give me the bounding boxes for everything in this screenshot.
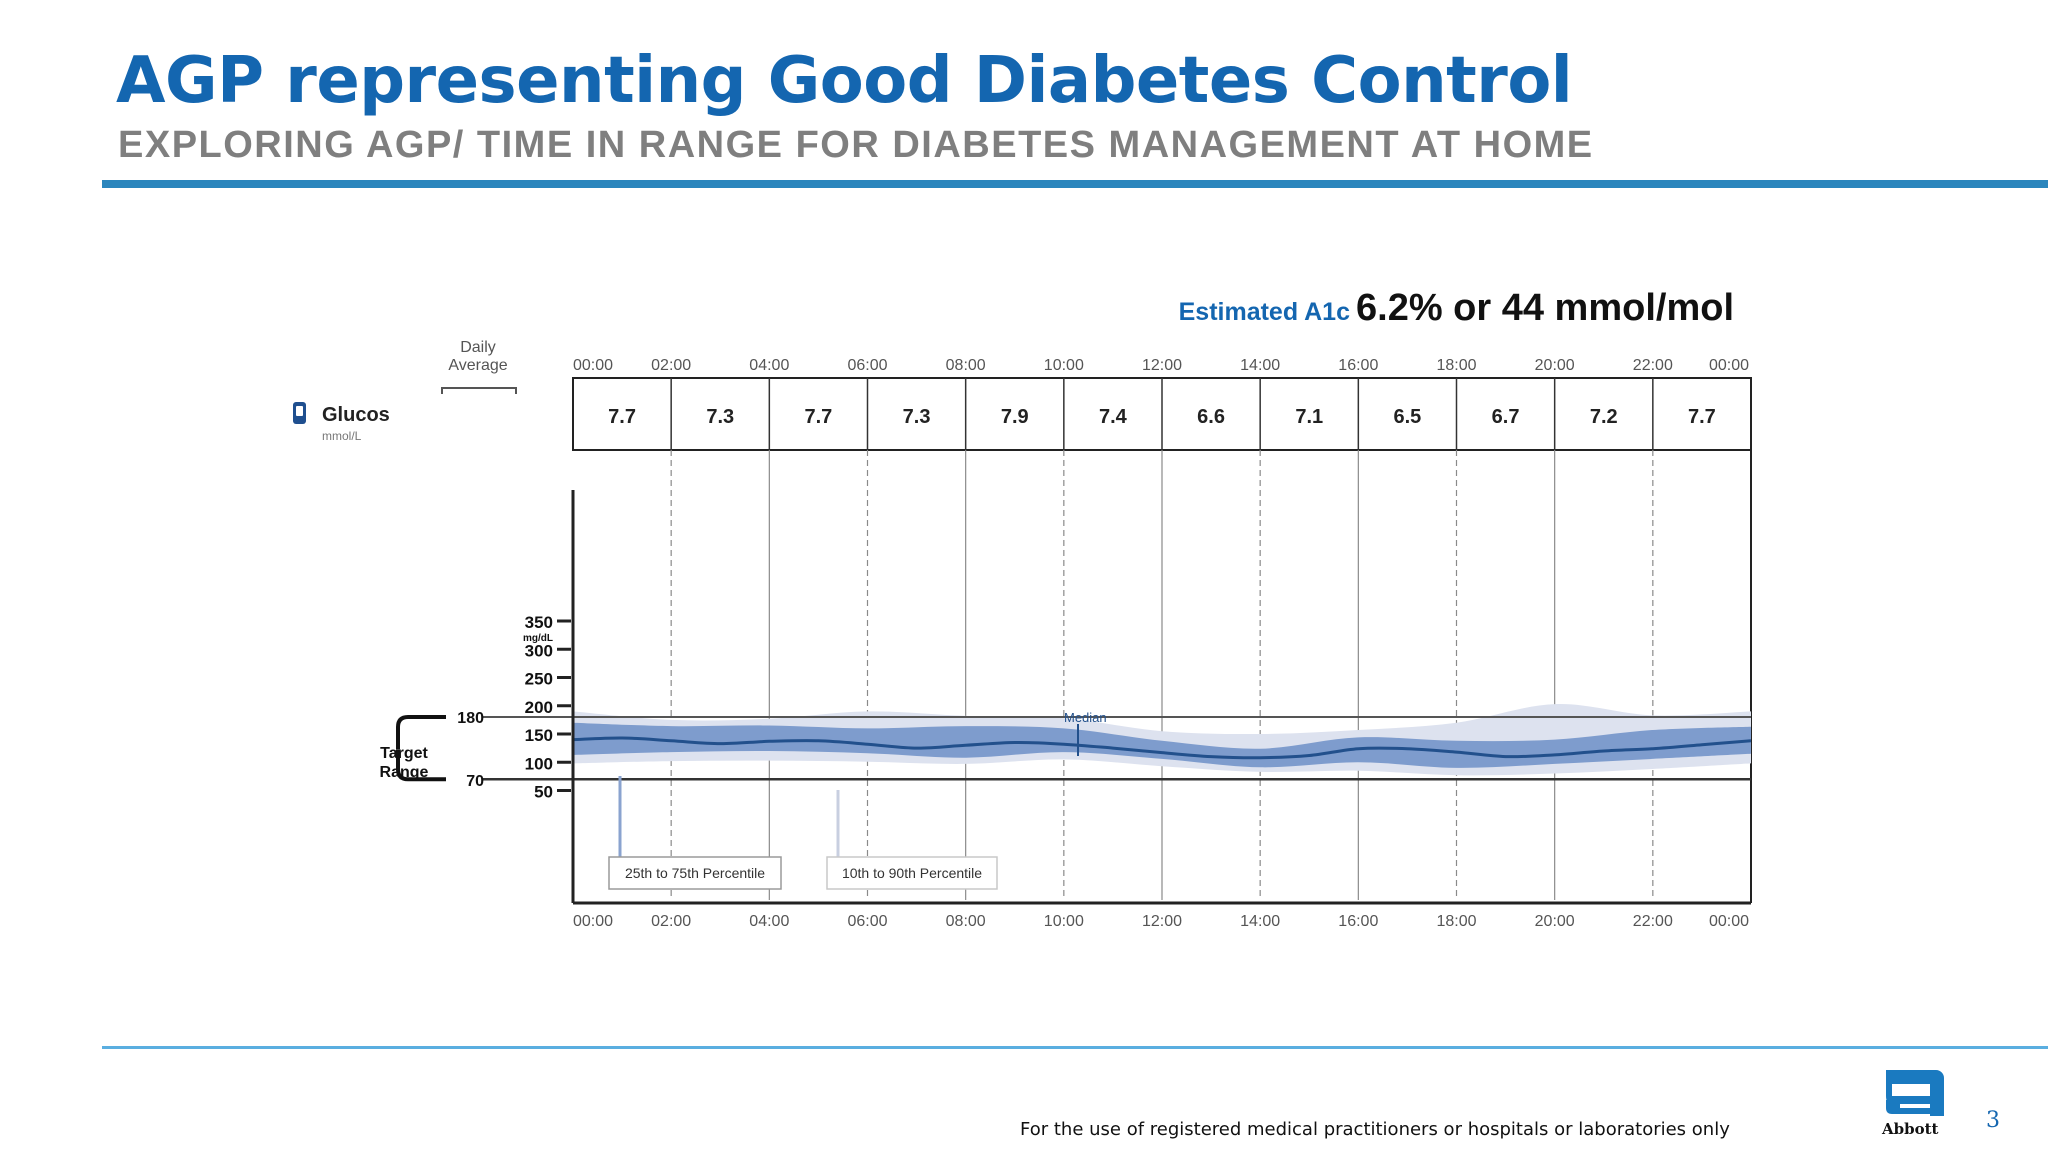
outer-annotation: 10th to 90th Percentile xyxy=(842,865,982,881)
daily-average-label-line1: Daily xyxy=(460,339,496,356)
hourly-average-row: 7.7 7.3 7.7 7.3 7.9 7.4 6.6 7.1 6.5 6.7 7.2 7.7 xyxy=(572,377,1752,451)
outer-annotation-box xyxy=(826,856,998,890)
agp-chart: Estimated A1c 6.2% or 44 mmol/mol Daily … xyxy=(293,287,1752,930)
page-number: 3 xyxy=(1986,1108,2000,1133)
glucose-label: Glucos xyxy=(322,404,390,426)
y-tick-label: 50 xyxy=(534,783,553,802)
time-tick-label-bottom: 18:00 xyxy=(1436,913,1476,930)
time-tick-label-top: 16:00 xyxy=(1338,357,1378,374)
iqr-annotation-box xyxy=(608,856,782,890)
hourly-average-value: 6.7 xyxy=(1492,406,1520,428)
y-tick-label: 350 xyxy=(525,613,553,632)
time-tick-label-bottom: 22:00 xyxy=(1633,913,1673,930)
hourly-average-value: 7.7 xyxy=(805,406,833,428)
page-title: AGP representing Good Diabetes Control xyxy=(116,44,1573,118)
time-tick-label-bottom: 16:00 xyxy=(1338,913,1378,930)
hourly-average-value: 7.3 xyxy=(706,406,734,428)
time-axis-top: 00:00 02:00 04:00 06:00 08:00 10:00 12:00 14:00… xyxy=(573,357,1749,374)
time-tick-label-top: 22:00 xyxy=(1633,357,1673,374)
time-tick-label-top: 20:00 xyxy=(1535,357,1575,374)
footer-divider xyxy=(102,1046,2048,1049)
time-tick-label-top: 04:00 xyxy=(749,357,789,374)
y-tick-label: 250 xyxy=(525,670,553,689)
daily-average-label-line2: Average xyxy=(448,357,507,374)
time-tick-label-bottom: 12:00 xyxy=(1142,913,1182,930)
bracket-top xyxy=(396,715,446,750)
time-tick-label-top: 18:00 xyxy=(1436,357,1476,374)
inner-percentile-band xyxy=(573,722,1751,768)
target-range-bracket: Target Range xyxy=(380,715,446,782)
median-annotation: Median xyxy=(1064,710,1107,725)
header-divider xyxy=(102,180,2048,188)
time-tick-label-top: 12:00 xyxy=(1142,357,1182,374)
abbott-wordmark: Abbott xyxy=(1882,1120,1939,1138)
median-line xyxy=(572,736,1752,760)
a1c-label: Estimated A1c xyxy=(1179,298,1350,326)
y-tick-label: 100 xyxy=(525,754,553,773)
target-low-label: 70 xyxy=(466,773,484,790)
hourly-average-value: 6.6 xyxy=(1197,406,1225,428)
target-range-lines xyxy=(482,716,1751,781)
page-subtitle: EXPLORING AGP/ TIME IN RANGE FOR DIABETE… xyxy=(118,124,1594,166)
footer-disclaimer: For the use of registered medical practi… xyxy=(1020,1119,1730,1140)
time-tick-label-bottom: 04:00 xyxy=(749,913,789,930)
time-tick-label-top: 10:00 xyxy=(1044,357,1084,374)
y-tick-label: 150 xyxy=(525,726,553,745)
time-tick-label-top: 02:00 xyxy=(651,357,691,374)
time-gridlines xyxy=(573,378,1752,905)
target-range-label-line2: Range xyxy=(380,764,429,781)
hourly-average-value: 7.2 xyxy=(1590,406,1618,428)
hourly-average-value: 7.1 xyxy=(1295,406,1323,428)
a1c-value: 6.2% or 44 mmol/mol xyxy=(1356,287,1734,329)
hourly-average-value: 7.4 xyxy=(1099,406,1128,428)
time-axis-bottom: 00:00 02:00 04:00 06:00 08:00 10:00 12:00 14:00… xyxy=(573,913,1749,930)
target-high-label: 180 xyxy=(457,710,484,727)
hourly-average-value: 7.9 xyxy=(1001,406,1029,428)
y-axis: 350 300 250 200 150 100 50 mg/dL 180 70 xyxy=(457,490,575,903)
iqr-annotation: 25th to 75th Percentile xyxy=(625,865,765,881)
time-tick-label-bottom: 14:00 xyxy=(1240,913,1280,930)
hourly-average-value: 7.3 xyxy=(903,406,931,428)
time-tick-label-bottom: 08:00 xyxy=(946,913,986,930)
target-range-label-line1: Target xyxy=(380,745,428,762)
glucose-unit: mmol/L xyxy=(322,429,362,443)
bracket-bottom xyxy=(396,749,446,782)
y-unit-label: mg/dL xyxy=(523,633,553,644)
time-tick-label-top: 14:00 xyxy=(1240,357,1280,374)
abbott-logo-icon xyxy=(1886,1070,1944,1116)
time-tick-label-top: 06:00 xyxy=(847,357,887,374)
time-tick-label-bottom: 02:00 xyxy=(651,913,691,930)
hourly-average-value: 7.7 xyxy=(1688,406,1716,428)
time-tick-label-bottom: 10:00 xyxy=(1044,913,1084,930)
time-tick-label-bottom: 06:00 xyxy=(847,913,887,930)
time-tick-label-top: 08:00 xyxy=(946,357,986,374)
glucose-icon-screen xyxy=(296,406,303,416)
y-tick-label: 300 xyxy=(525,641,553,660)
time-tick-label-bottom: 00:00 xyxy=(573,913,613,930)
time-tick-label-top: 00:00 xyxy=(1709,357,1749,374)
hourly-average-value: 6.5 xyxy=(1394,406,1422,428)
daily-average-bracket xyxy=(441,387,517,394)
y-tick-label: 200 xyxy=(525,698,553,717)
time-tick-label-bottom: 20:00 xyxy=(1535,913,1575,930)
time-tick-label-bottom: 00:00 xyxy=(1709,913,1749,930)
hourly-average-value: 7.7 xyxy=(608,406,636,428)
time-tick-label-top: 00:00 xyxy=(573,357,613,374)
